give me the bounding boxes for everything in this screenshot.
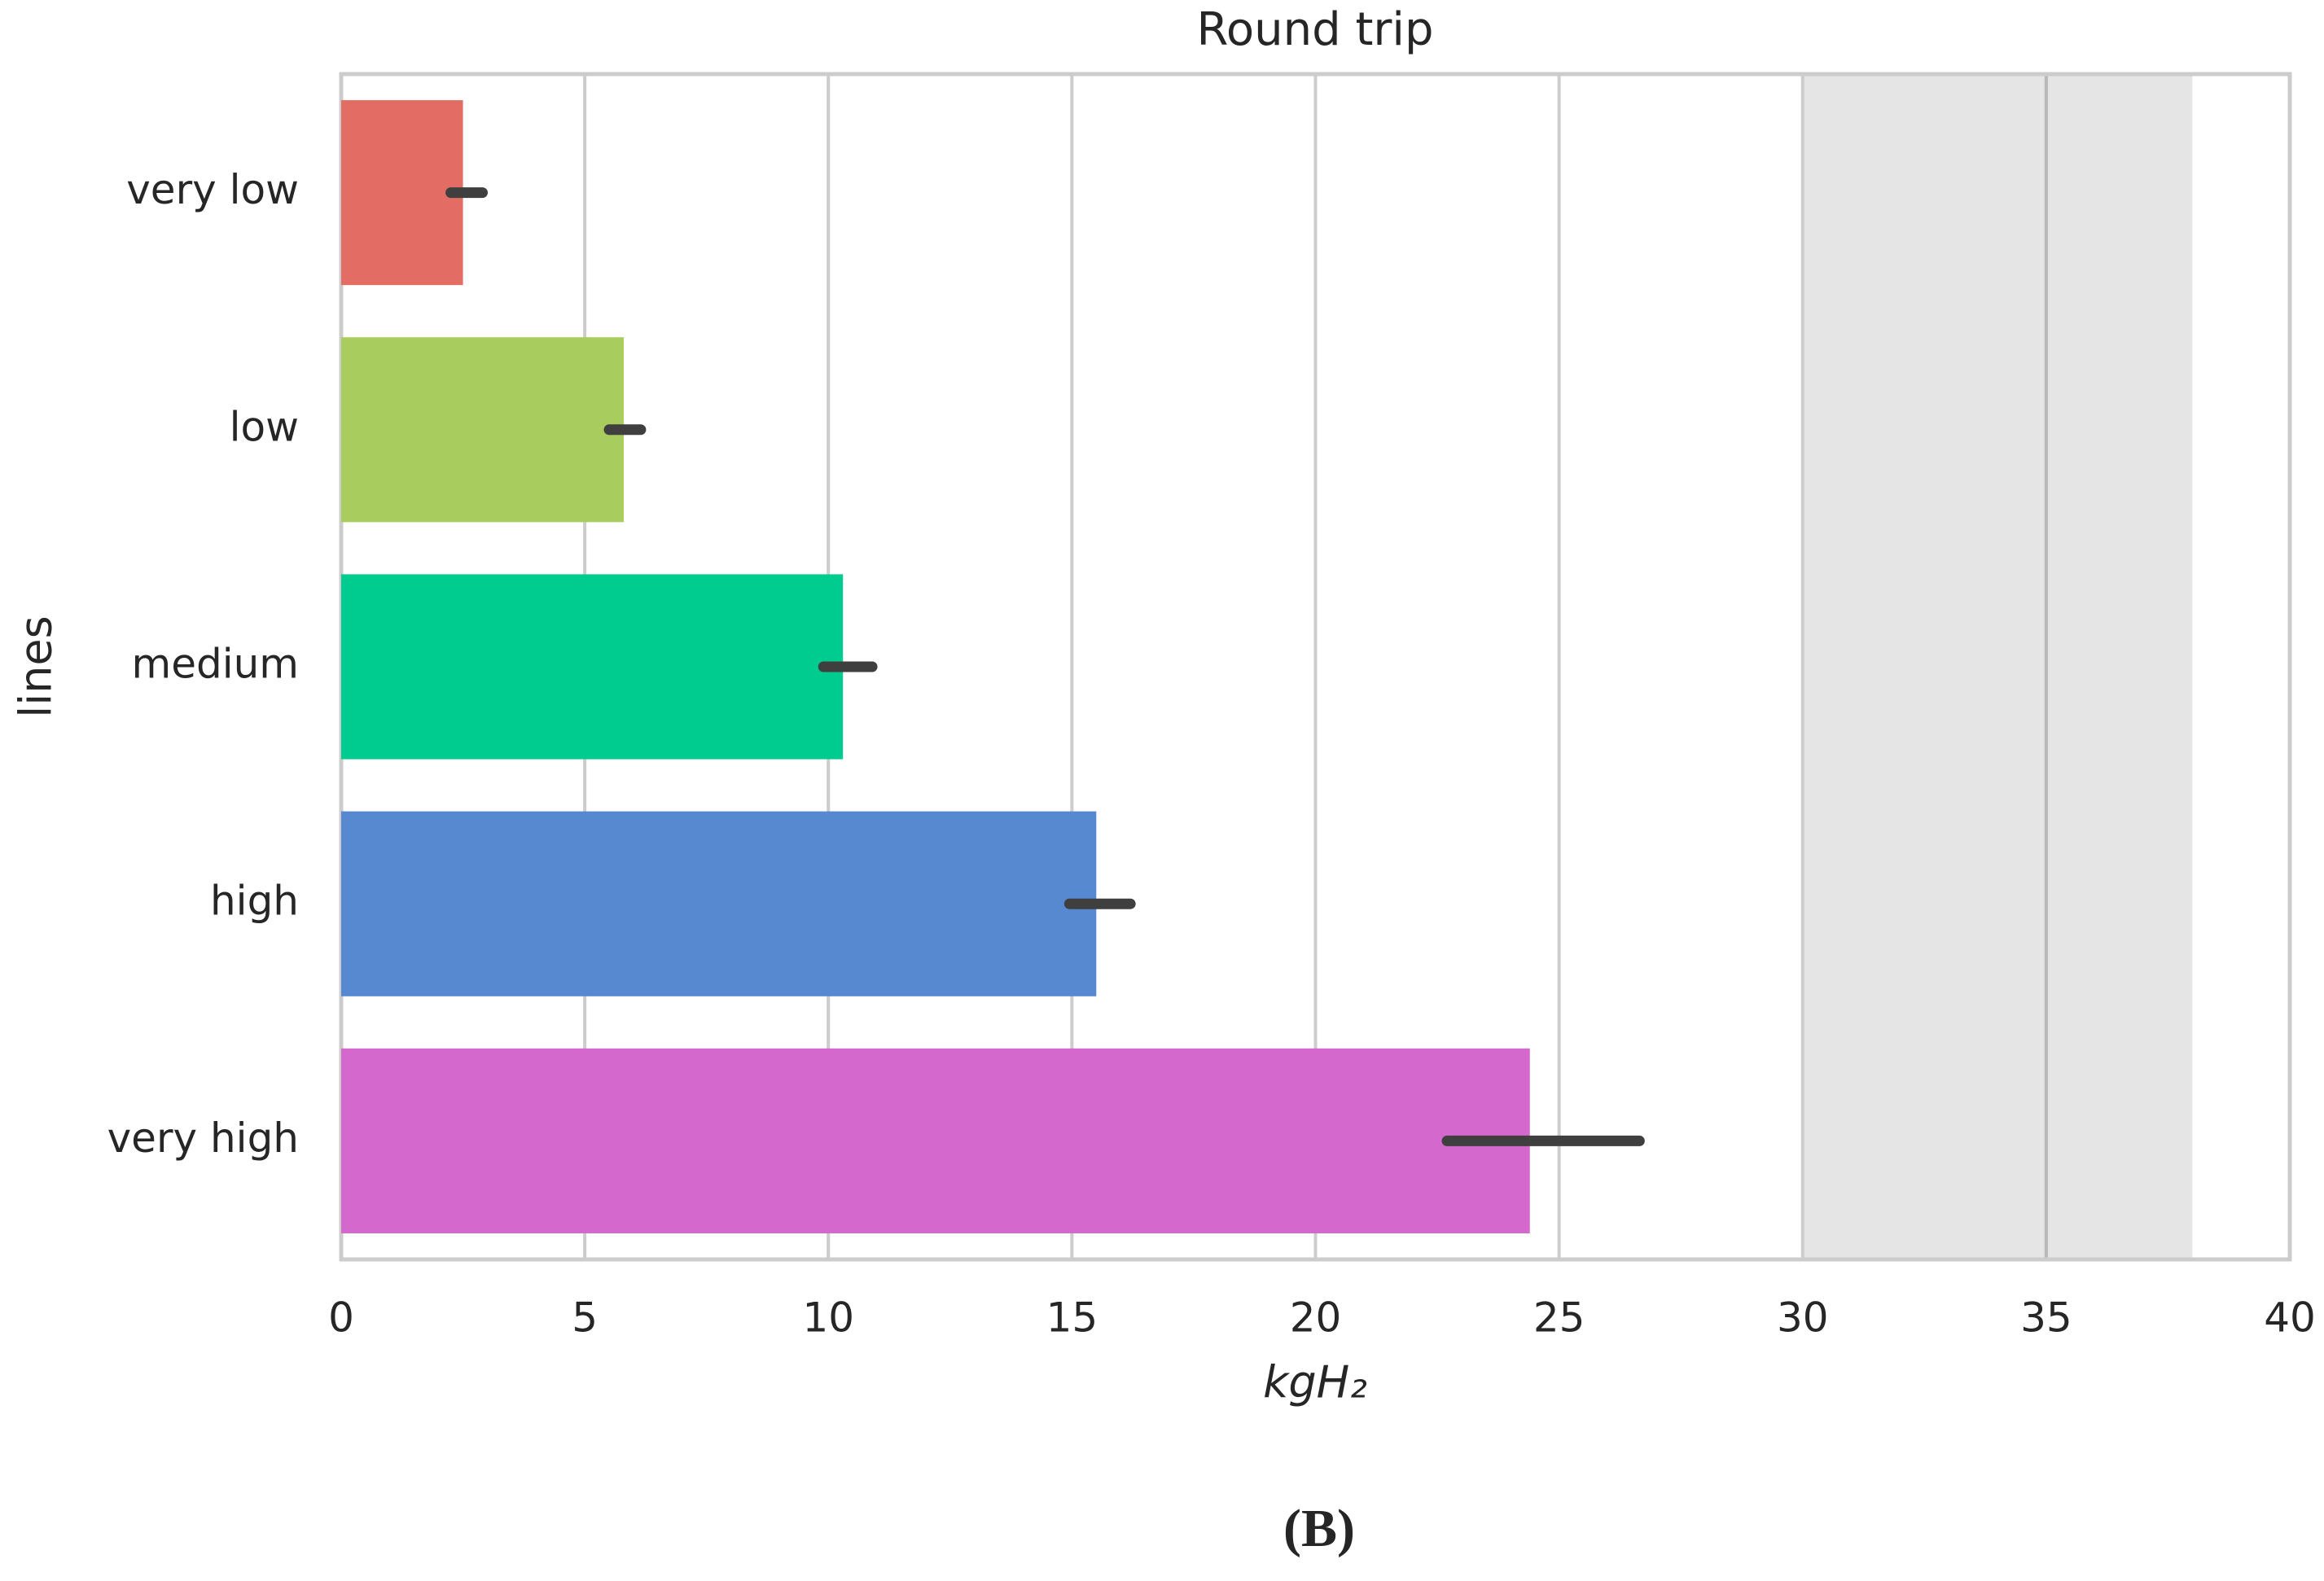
x-tick-label: 0 xyxy=(328,1294,354,1342)
bar xyxy=(341,574,844,760)
x-tick-label: 10 xyxy=(802,1294,854,1342)
bar xyxy=(341,1048,1530,1233)
y-tick-label: very low xyxy=(126,166,299,213)
x-tick-label: 5 xyxy=(572,1294,598,1342)
x-tick-label: 35 xyxy=(2020,1294,2072,1342)
y-tick-label: low xyxy=(230,403,299,450)
bar xyxy=(341,337,624,523)
y-tick-label: high xyxy=(210,878,299,925)
x-tick-label: 25 xyxy=(1533,1294,1585,1342)
caption: (B) xyxy=(1283,1499,1355,1558)
shaded-region xyxy=(1802,74,2193,1259)
y-axis-label: lines xyxy=(11,615,62,718)
bar xyxy=(341,811,1097,996)
chart-title: Round trip xyxy=(1196,3,1433,56)
bar xyxy=(341,100,463,286)
x-tick-label: 30 xyxy=(1777,1294,1829,1342)
x-tick-label: 15 xyxy=(1046,1294,1098,1342)
x-tick-label: 40 xyxy=(2264,1294,2316,1342)
y-tick-label: very high xyxy=(107,1115,299,1162)
x-tick-label: 20 xyxy=(1290,1294,1342,1342)
y-tick-label: medium xyxy=(132,641,300,688)
x-axis-label: kgH₂ xyxy=(1263,1357,1367,1408)
